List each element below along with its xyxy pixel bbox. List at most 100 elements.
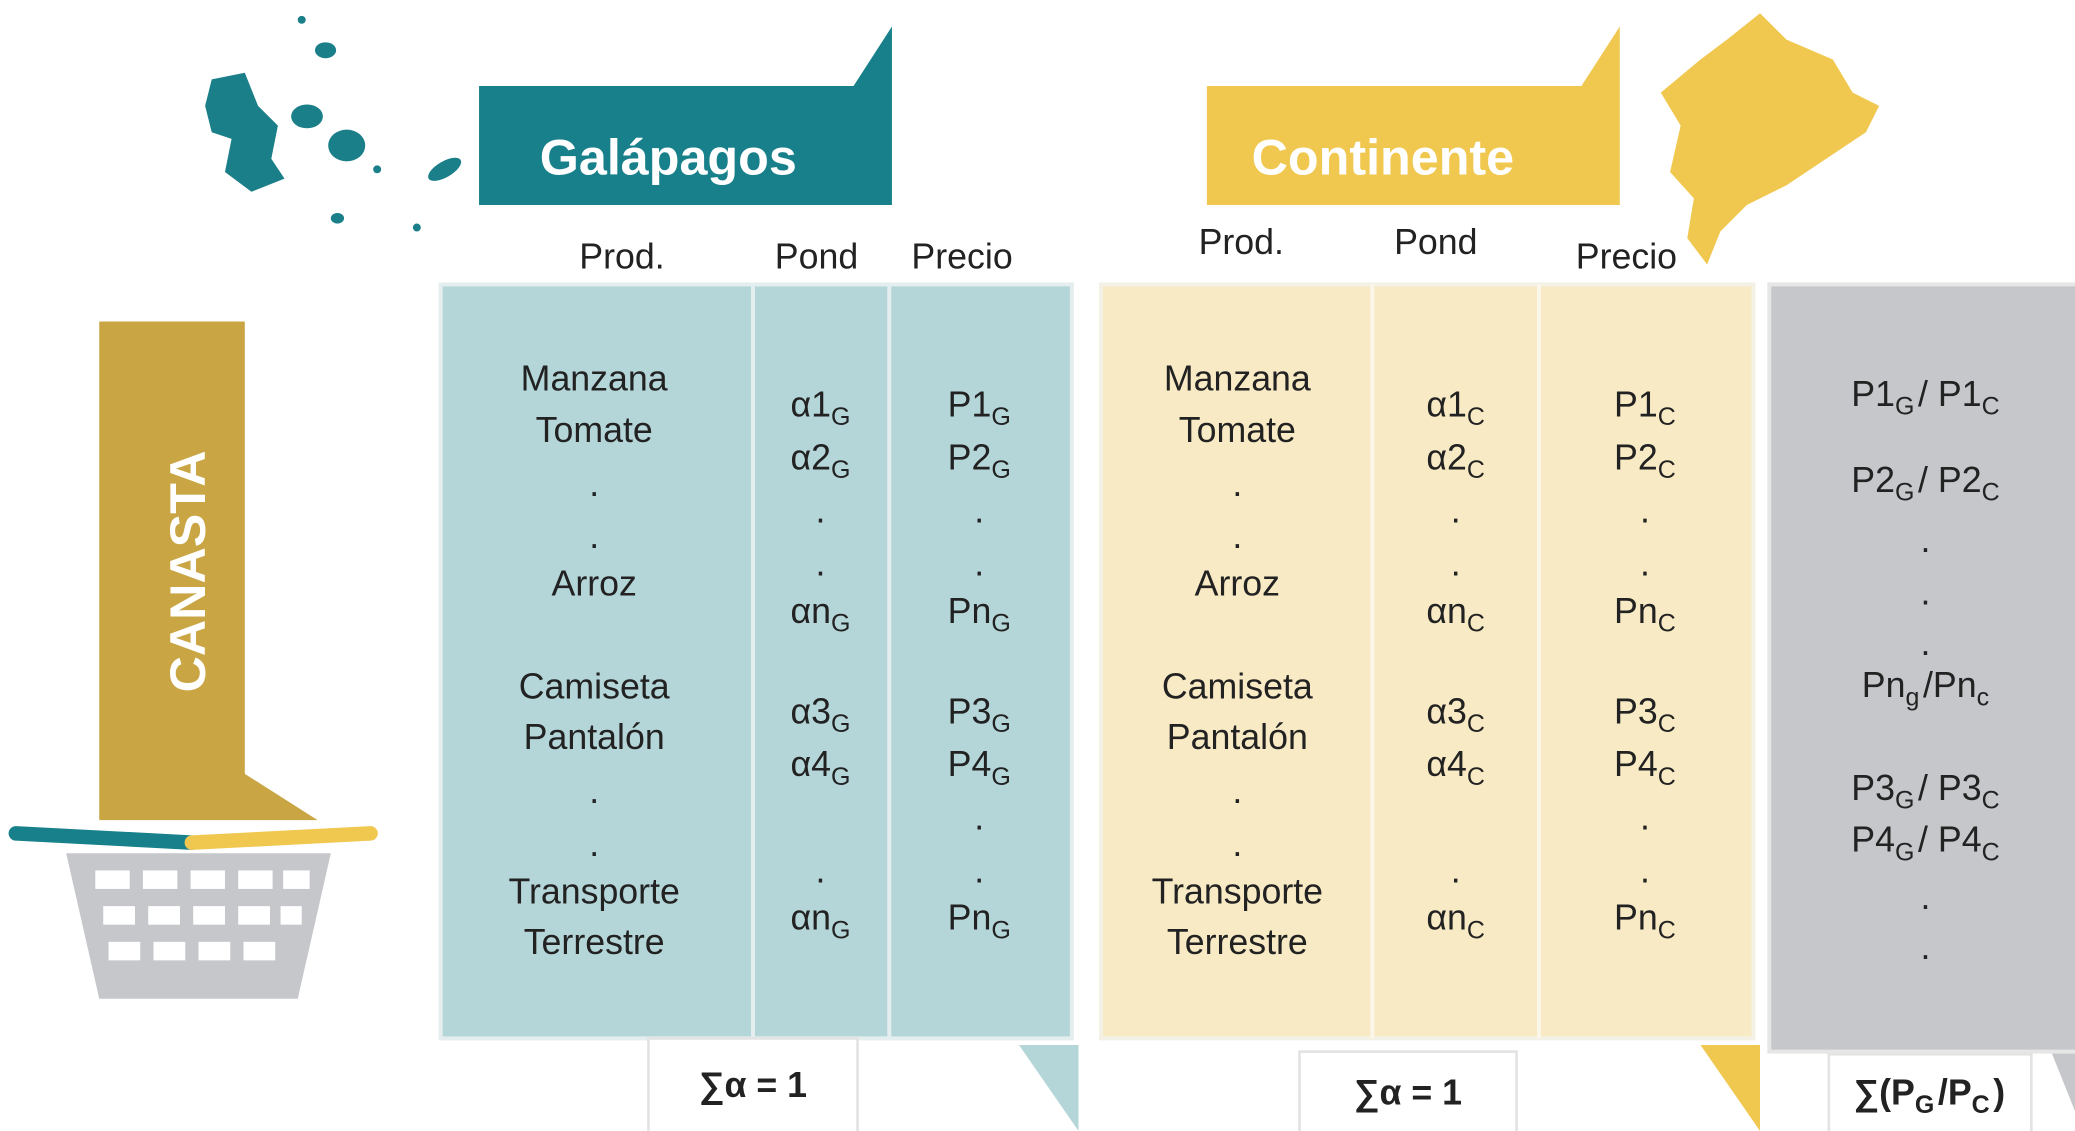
text-part: P3 [948, 692, 992, 732]
subscript: C [1467, 403, 1485, 431]
text-part: αn [1426, 591, 1467, 631]
cell-text: P1C [1614, 385, 1676, 431]
cell-text: . [816, 850, 826, 890]
banner-galapagos [479, 26, 892, 206]
subscript: G [1895, 838, 1914, 866]
cell-text: Manzana [521, 358, 668, 398]
subscript: C [1658, 403, 1676, 431]
basket [8, 826, 378, 999]
ratio-text: . [1920, 573, 1930, 613]
subscript: G [831, 916, 850, 944]
subscript: G [991, 916, 1010, 944]
side-label: CANASTA [159, 450, 216, 692]
text-part: Pn [1862, 665, 1906, 705]
subscript: C [1467, 916, 1485, 944]
cell-text: . [974, 850, 984, 890]
cell-text: . [974, 491, 984, 531]
cell-text: α4C [1426, 745, 1485, 791]
subscript: C [1467, 456, 1485, 484]
text-part: P4 [1614, 745, 1658, 785]
cell-text: α2G [790, 438, 850, 484]
text-part: α4 [1426, 745, 1467, 785]
cell-text: Camiseta [519, 667, 670, 707]
cell-text: PnG [948, 591, 1011, 637]
text-part: P1 [1614, 385, 1658, 425]
cell-text: α2C [1426, 438, 1485, 484]
cell-text: . [1232, 516, 1242, 556]
tail [1018, 1045, 1079, 1131]
text-part: P3 [1614, 692, 1658, 732]
text-part: /P [1938, 1073, 1972, 1113]
cell-text: P4G [948, 745, 1011, 791]
text-part: ∑(P [1854, 1073, 1915, 1113]
column-header: Pond [1394, 222, 1477, 262]
cell-text: . [974, 798, 984, 838]
panel-galapagos [438, 282, 1074, 1041]
cell-text: α3G [790, 692, 850, 738]
text-part: ) [1993, 1073, 2005, 1113]
cell-text: Arroz [1195, 563, 1280, 603]
galapagos-map [205, 15, 462, 232]
cell-text: . [816, 544, 826, 584]
cell-text: . [1232, 464, 1242, 504]
ratio-text: P2G / P2C [1851, 460, 1999, 506]
footer-box [1298, 1050, 1518, 1131]
footer-text: ∑α = 1 [699, 1065, 807, 1105]
subscript: C [1972, 1091, 1990, 1119]
subscript: G [1895, 786, 1914, 814]
subscript: G [831, 763, 850, 791]
cell-text: Arroz [552, 563, 637, 603]
cell-text: PnC [1614, 591, 1676, 637]
cell-text: . [589, 516, 599, 556]
subscript: G [1895, 478, 1914, 506]
cell-text: Terrestre [1167, 922, 1308, 962]
cell-text: . [589, 464, 599, 504]
cell-text: Pantalón [524, 717, 665, 757]
ratio-text: . [1920, 877, 1930, 917]
cell-text: αnC [1426, 591, 1485, 637]
subscript: C [1982, 838, 2000, 866]
text-part: / P3 [1918, 768, 1982, 808]
cell-text: Tomate [536, 410, 653, 450]
text-part: α2 [1426, 438, 1467, 478]
cell-text: Manzana [1164, 358, 1311, 398]
cell-text: Transporte [508, 872, 679, 912]
cell-text: α4G [790, 745, 850, 791]
footer-text: ∑α = 1 [1354, 1073, 1462, 1113]
subscript: G [831, 403, 850, 431]
subscript: C [1982, 786, 2000, 814]
cell-text: . [1451, 850, 1461, 890]
cell-text: αnG [790, 898, 850, 944]
column-header: Precio [1576, 237, 1677, 277]
region-title: Galápagos [540, 129, 797, 186]
subscript: C [1658, 916, 1676, 944]
text-part: α3 [790, 692, 831, 732]
subscript: G [831, 456, 850, 484]
footer-text: ∑(PG/PC) [1854, 1073, 2006, 1119]
cell-text: . [1451, 544, 1461, 584]
cell-text: . [1451, 491, 1461, 531]
subscript: G [991, 710, 1010, 738]
column-header: Prod. [579, 237, 664, 277]
subscript: C [1467, 763, 1485, 791]
cell-text: . [1232, 771, 1242, 811]
cell-text: P3G [948, 692, 1011, 738]
text-part: αn [790, 591, 831, 631]
cell-text: PnG [948, 898, 1011, 944]
cell-text: α3C [1426, 692, 1485, 738]
ratio-text: P4G / P4C [1851, 820, 1999, 866]
text-part: P4 [948, 745, 992, 785]
cell-text: . [1640, 491, 1650, 531]
cell-text: Terrestre [524, 922, 665, 962]
text-part: Pn [1614, 898, 1658, 938]
subscript: C [1982, 478, 2000, 506]
cell-text: . [816, 491, 826, 531]
cell-text: . [1232, 824, 1242, 864]
region-title: Continente [1252, 129, 1515, 186]
subscript: C [1467, 710, 1485, 738]
column-header: Prod. [1199, 222, 1284, 262]
text-part: α2 [790, 438, 831, 478]
subscript: C [1658, 710, 1676, 738]
cell-text: . [1640, 798, 1650, 838]
